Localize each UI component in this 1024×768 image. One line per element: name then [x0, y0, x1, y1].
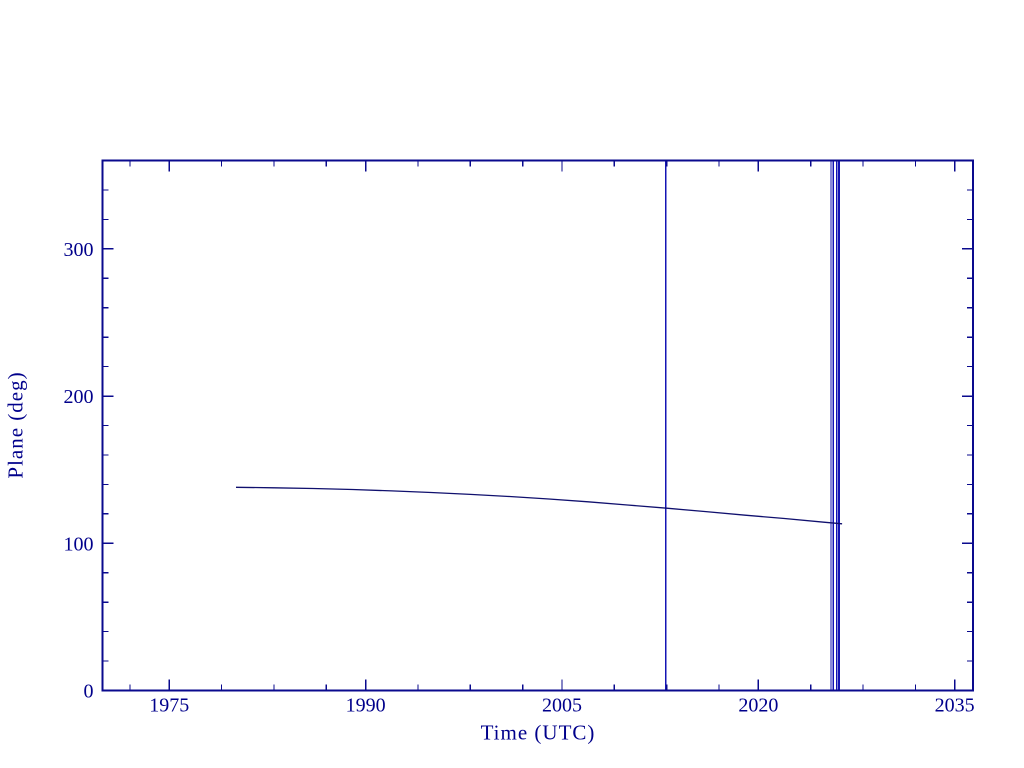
x-tick-label: 2005 [542, 695, 582, 717]
y-tick-label: 200 [64, 386, 94, 408]
plot-frame [101, 159, 974, 692]
y-tick-label: 100 [64, 533, 94, 555]
x-tick-label: 1990 [346, 695, 386, 717]
x-tick-label: 1975 [149, 695, 189, 717]
x-axis-title: Time (UTC) [480, 720, 596, 745]
x-tick-label: 2020 [738, 695, 778, 717]
data-curve [235, 486, 843, 525]
y-axis-title: Plane (deg) [3, 371, 28, 479]
y-tick-label: 0 [84, 681, 94, 703]
x-tick-label: 2035 [935, 695, 975, 717]
y-tick-label: 300 [64, 239, 94, 261]
